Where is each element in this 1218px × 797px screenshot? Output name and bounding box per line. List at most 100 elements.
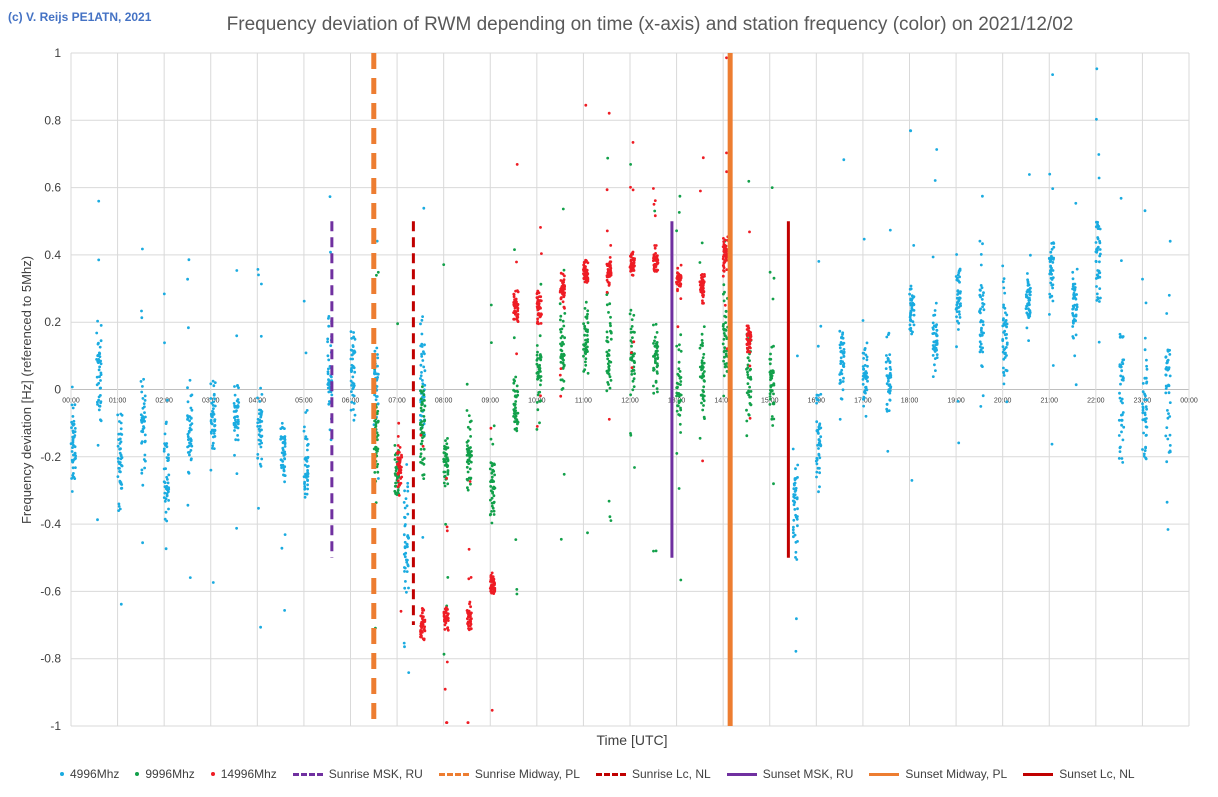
data-point (1095, 299, 1099, 302)
data-point (326, 337, 330, 341)
data-point (888, 372, 892, 375)
data-point (933, 179, 937, 182)
data-point (792, 535, 795, 539)
data-point (958, 291, 962, 295)
data-point (490, 510, 493, 513)
data-point (959, 302, 962, 305)
data-point (933, 309, 937, 312)
data-point (402, 533, 406, 537)
data-point (468, 446, 471, 450)
data-point (1003, 291, 1007, 295)
data-point (374, 424, 378, 428)
data-point (406, 564, 410, 568)
data-point (932, 340, 936, 344)
data-point (1098, 241, 1102, 245)
data-point (749, 331, 752, 335)
data-point (679, 380, 683, 383)
data-point (1164, 355, 1168, 359)
data-point (562, 268, 566, 272)
data-point (770, 376, 774, 380)
data-point (794, 467, 797, 471)
data-point (768, 395, 772, 398)
data-point (908, 318, 912, 322)
data-point (352, 366, 356, 370)
data-point (725, 250, 728, 254)
data-point (350, 370, 353, 373)
data-point (979, 334, 982, 338)
data-point (1118, 391, 1121, 395)
data-point (746, 350, 749, 354)
data-point (374, 398, 378, 402)
data-point (97, 404, 101, 408)
data-point (888, 365, 892, 369)
data-point (1072, 293, 1076, 297)
data-point (466, 470, 470, 474)
data-point (978, 340, 982, 344)
legend-label: 4996Mhz (70, 767, 120, 781)
data-point (608, 302, 612, 306)
data-point (794, 489, 798, 492)
data-point (373, 419, 376, 423)
data-point (260, 434, 264, 438)
data-point (393, 484, 397, 488)
data-point (467, 577, 471, 581)
data-point (1028, 303, 1031, 307)
data-point (886, 359, 890, 362)
data-point (884, 360, 888, 364)
data-point (701, 389, 705, 392)
data-point (71, 446, 74, 449)
data-point (1168, 450, 1172, 454)
data-point (420, 355, 424, 358)
data-point (212, 384, 216, 388)
data-point (1048, 313, 1051, 316)
data-point (446, 628, 450, 632)
legend-marker-line (869, 772, 900, 776)
data-point (376, 409, 380, 413)
data-point (492, 513, 496, 516)
legend-item: Sunrise Lc, NL (595, 767, 711, 781)
y-tick-label: -0.8 (40, 652, 61, 666)
data-point (817, 425, 821, 429)
data-point (721, 274, 725, 278)
data-point (140, 390, 144, 394)
data-point (725, 170, 728, 174)
data-point (302, 299, 306, 303)
data-point (979, 348, 983, 351)
data-point (490, 576, 494, 580)
data-point (861, 374, 865, 378)
data-point (655, 346, 659, 350)
data-point (403, 555, 407, 559)
data-point (933, 313, 937, 317)
data-point (446, 626, 450, 630)
data-point (1141, 390, 1145, 394)
data-point (630, 318, 634, 321)
data-point (1028, 296, 1031, 300)
data-point (675, 276, 679, 280)
data-point (630, 252, 634, 256)
data-point (1142, 454, 1146, 458)
data-point (584, 273, 587, 277)
data-point (1026, 290, 1029, 294)
data-point (516, 422, 519, 426)
data-point (142, 402, 146, 405)
data-point (769, 385, 773, 389)
data-point (140, 416, 144, 420)
data-point (237, 420, 240, 424)
data-point (376, 364, 379, 368)
data-point (422, 637, 426, 641)
data-point (632, 354, 635, 358)
data-point (396, 485, 400, 489)
data-point (211, 444, 215, 448)
data-point (306, 456, 309, 460)
data-point (140, 316, 144, 320)
data-point (538, 306, 542, 309)
data-point (957, 328, 960, 331)
data-point (908, 292, 911, 296)
data-point (305, 465, 309, 469)
data-point (560, 349, 564, 353)
series-14996Mhz (396, 56, 753, 724)
data-point (512, 415, 515, 418)
data-point (745, 408, 748, 412)
data-point (842, 376, 845, 380)
data-point (1073, 354, 1077, 358)
